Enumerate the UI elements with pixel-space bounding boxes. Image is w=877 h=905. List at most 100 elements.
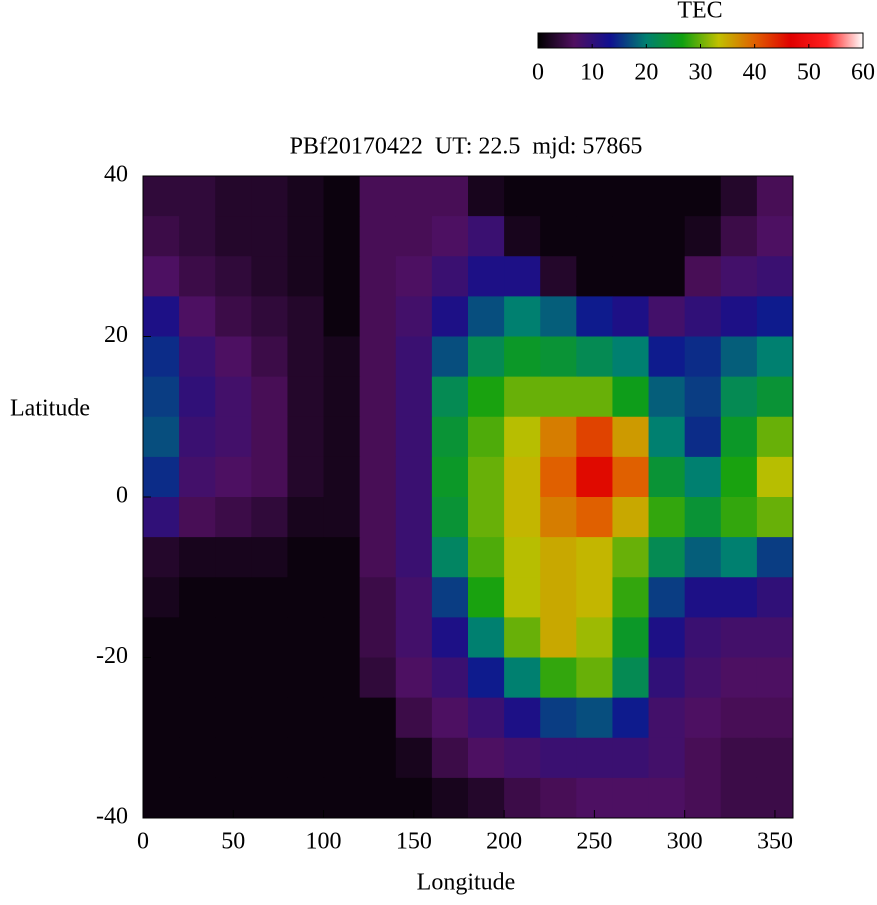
y-tick-label: 0: [116, 483, 128, 509]
heatmap-cell: [359, 336, 397, 378]
heatmap-cell: [359, 216, 397, 257]
heatmap-cell: [251, 617, 288, 658]
heatmap-cell: [323, 737, 361, 779]
heatmap-cell: [179, 617, 216, 658]
heatmap-cell: [431, 497, 469, 538]
heatmap-cell: [179, 376, 216, 418]
heatmap-cell: [756, 737, 794, 779]
heatmap-cell: [576, 216, 613, 257]
heatmap-cell: [359, 416, 397, 458]
heatmap-cell: [359, 256, 397, 297]
heatmap-cell: [395, 657, 433, 699]
heatmap-cell: [359, 376, 397, 418]
y-tick-label: -20: [96, 643, 128, 669]
heatmap-cell: [431, 697, 469, 739]
heatmap-cell: [359, 296, 397, 337]
y-tick-label: -40: [96, 804, 128, 830]
heatmap-cell: [468, 737, 505, 779]
heatmap-cell: [323, 697, 361, 739]
heatmap-cell: [395, 697, 433, 739]
heatmap-cell: [251, 777, 288, 819]
heatmap-cell: [504, 416, 541, 458]
heatmap-cell: [359, 697, 397, 739]
heatmap-cell: [359, 617, 397, 658]
heatmap-cell: [468, 657, 505, 699]
heatmap-cell: [215, 336, 252, 378]
heatmap-cell: [287, 376, 325, 418]
x-tick-label: 100: [306, 829, 342, 855]
heatmap-cell: [612, 456, 650, 498]
heatmap-cell: [468, 216, 505, 257]
heatmap-cell: [540, 497, 577, 538]
heatmap-cell: [576, 737, 613, 779]
heatmap-cell: [323, 416, 361, 458]
colorbar-tick-label: 40: [743, 60, 767, 86]
heatmap-cell: [287, 256, 325, 297]
heatmap-cell: [540, 336, 577, 378]
heatmap-cell: [576, 336, 613, 378]
heatmap-cell: [720, 296, 758, 337]
heatmap-cell: [540, 416, 577, 458]
heatmap-cell: [215, 376, 252, 418]
x-tick-label: 250: [576, 829, 612, 855]
heatmap-cell: [504, 376, 541, 418]
heatmap-cell: [179, 256, 216, 297]
heatmap-cell: [540, 577, 577, 618]
heatmap-cell: [540, 456, 577, 498]
heatmap-cell: [612, 657, 650, 699]
heatmap-cell: [684, 697, 722, 739]
heatmap-cell: [395, 737, 433, 779]
heatmap-cell: [179, 216, 216, 257]
heatmap-cell: [720, 216, 758, 257]
heatmap-cell: [179, 777, 216, 819]
heatmap-cell: [756, 497, 794, 538]
heatmap-cell: [540, 537, 577, 578]
heatmap-cell: [431, 296, 469, 337]
heatmap-cell: [251, 577, 288, 618]
heatmap-cell: [431, 416, 469, 458]
heatmap-cell: [395, 256, 433, 297]
heatmap-cell: [504, 336, 541, 378]
heatmap-cell: [143, 176, 180, 217]
heatmap-cell: [251, 336, 288, 378]
heatmap-cell: [648, 537, 686, 578]
heatmap-cell: [756, 296, 794, 337]
heatmap-cell: [179, 497, 216, 538]
heatmap-cell: [612, 376, 650, 418]
heatmap-cell: [504, 537, 541, 578]
heatmap-cell: [648, 777, 686, 819]
colorbar-tick-label: 60: [851, 60, 875, 86]
heatmap-cell: [323, 777, 361, 819]
heatmap-cell: [756, 657, 794, 699]
heatmap-cell: [395, 336, 433, 378]
heatmap-cell: [504, 657, 541, 699]
heatmap-cell: [251, 376, 288, 418]
heatmap-cell: [179, 336, 216, 378]
heatmap-cell: [720, 416, 758, 458]
heatmap-cell: [323, 336, 361, 378]
heatmap-cell: [215, 657, 252, 699]
heatmap-cell: [684, 176, 722, 217]
heatmap-cell: [504, 777, 541, 819]
heatmap-cell: [504, 296, 541, 337]
heatmap-cell: [359, 497, 397, 538]
heatmap-cell: [143, 376, 180, 418]
heatmap-cell: [323, 256, 361, 297]
heatmap-cell: [720, 777, 758, 819]
heatmap-cell: [215, 456, 252, 498]
heatmap-cell: [720, 256, 758, 297]
heatmap-cell: [576, 497, 613, 538]
heatmap-cell: [720, 697, 758, 739]
heatmap-cell: [143, 416, 180, 458]
heatmap-cell: [431, 657, 469, 699]
heatmap-cell: [215, 216, 252, 257]
heatmap-cell: [576, 657, 613, 699]
heatmap-cell: [648, 497, 686, 538]
heatmap-cell: [684, 617, 722, 658]
heatmap-cell: [143, 336, 180, 378]
heatmap-cell: [143, 256, 180, 297]
heatmap-cell: [468, 777, 505, 819]
heatmap-cell: [251, 497, 288, 538]
heatmap-cell: [251, 296, 288, 337]
